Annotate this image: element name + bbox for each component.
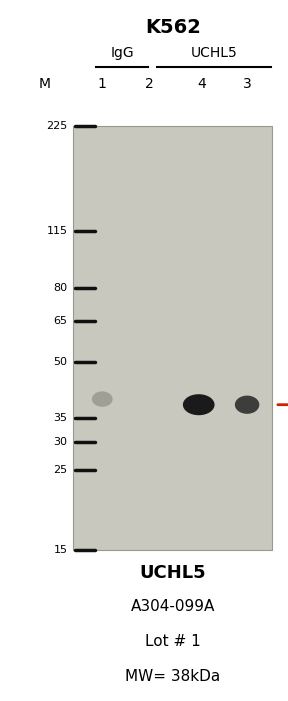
Text: A304-099A: A304-099A: [131, 599, 215, 614]
Text: 115: 115: [47, 226, 68, 236]
Text: 2: 2: [145, 77, 154, 91]
Ellipse shape: [183, 394, 215, 415]
Text: M: M: [39, 77, 51, 91]
Text: K562: K562: [145, 18, 201, 36]
Text: 30: 30: [54, 437, 68, 447]
Text: UCHL5: UCHL5: [139, 564, 206, 583]
Text: IgG: IgG: [111, 46, 134, 60]
Text: 65: 65: [54, 315, 68, 326]
Text: 225: 225: [46, 121, 68, 131]
Text: Lot # 1: Lot # 1: [145, 634, 201, 649]
FancyBboxPatch shape: [73, 126, 272, 550]
Text: 15: 15: [54, 545, 68, 555]
Ellipse shape: [92, 391, 113, 407]
Text: 4: 4: [197, 77, 206, 91]
Text: MW= 38kDa: MW= 38kDa: [125, 669, 220, 684]
Text: 25: 25: [54, 465, 68, 475]
Ellipse shape: [235, 395, 259, 414]
Text: 3: 3: [243, 77, 252, 91]
Text: UCHL5: UCHL5: [190, 46, 237, 60]
Text: 50: 50: [54, 357, 68, 367]
Text: 1: 1: [98, 77, 107, 91]
Text: 80: 80: [54, 283, 68, 293]
Text: 35: 35: [54, 413, 68, 423]
